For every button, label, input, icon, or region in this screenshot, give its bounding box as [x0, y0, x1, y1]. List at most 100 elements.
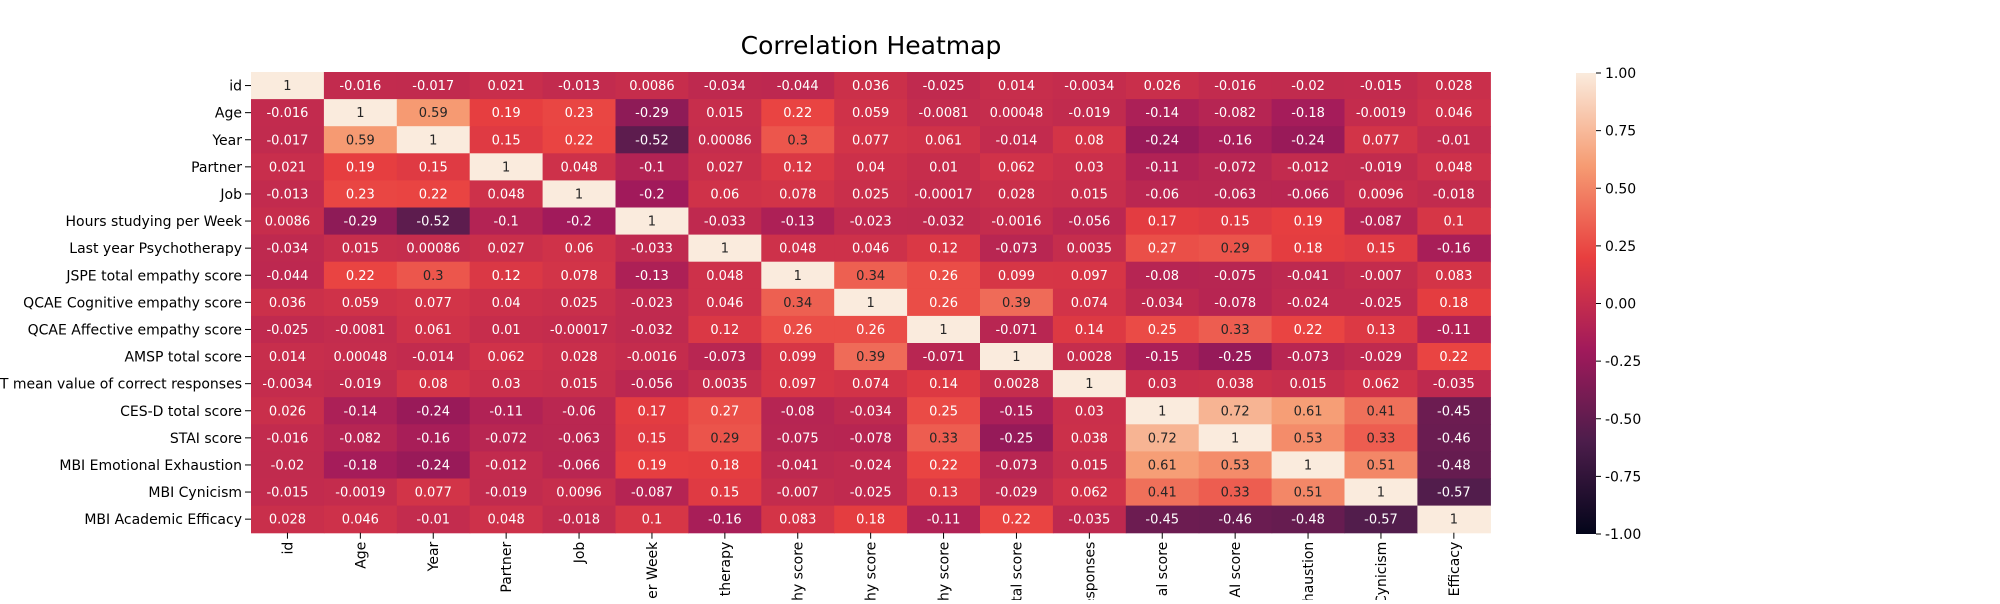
- heatmap-cell: [1125, 505, 1200, 534]
- column-label: id: [280, 542, 296, 555]
- heatmap-cell: [761, 424, 835, 452]
- heatmap-cell: [1344, 153, 1418, 181]
- heatmap-cell: [542, 234, 617, 263]
- cell-value-label: 0.34: [783, 296, 812, 311]
- cell-value-label: 0.046: [706, 296, 743, 311]
- heatmap-cell: [542, 397, 617, 425]
- cell-value-label: 0.18: [1294, 242, 1323, 257]
- cell-value-label: -0.007: [777, 486, 819, 501]
- heatmap-cell: [1125, 234, 1200, 263]
- row-label: MBI Cynicism: [148, 485, 242, 501]
- cell-value-label: 0.59: [346, 133, 375, 148]
- heatmap-cell: [907, 451, 981, 480]
- cell-value-label: 0.078: [560, 269, 597, 284]
- cell-value-label: 0.72: [1148, 431, 1177, 446]
- cell-value-label: -0.012: [485, 458, 527, 473]
- heatmap-cell: [907, 343, 981, 371]
- cell-value-label: 0.15: [492, 133, 521, 148]
- row-label: Hours studying per Week: [66, 214, 243, 230]
- cell-value-label: 0.059: [852, 106, 889, 121]
- heatmap-cell: [1344, 505, 1418, 534]
- heatmap-cell: [615, 343, 689, 371]
- cell-value-label: -0.11: [1437, 323, 1471, 338]
- heatmap-cell: [1417, 288, 1491, 317]
- heatmap-cell: [1344, 180, 1418, 209]
- cell-value-label: 0.22: [1002, 513, 1031, 528]
- heatmap-cell: [1271, 153, 1346, 181]
- colorbar-tick-label: 0.50: [1605, 181, 1636, 197]
- column-label: Age: [353, 542, 369, 569]
- row-label: QCAE Affective empathy score: [28, 322, 242, 338]
- cell-value-label: 0.061: [415, 323, 452, 338]
- cell-value-label: 0.099: [998, 269, 1035, 284]
- heatmap-cell: [980, 397, 1054, 425]
- cell-value-label: -0.02: [1291, 79, 1325, 94]
- colorbar-tick-label: -0.50: [1605, 412, 1641, 428]
- heatmap-cell: [1271, 505, 1346, 534]
- cell-value-label: 0.53: [1294, 431, 1323, 446]
- cell-value-label: 0.077: [415, 296, 452, 311]
- cell-value-label: -0.035: [1068, 513, 1110, 528]
- heatmap-cell: [1125, 451, 1200, 480]
- cell-value-label: -0.52: [635, 133, 669, 148]
- heatmap-cell: [688, 261, 762, 290]
- cell-value-label: -0.015: [266, 486, 308, 501]
- cell-value-label: 0.077: [1362, 133, 1399, 148]
- heatmap-cell: [615, 180, 689, 209]
- cell-value-label: 0.18: [1439, 296, 1468, 311]
- cell-value-label: 0.17: [1148, 215, 1177, 230]
- cell-value-label: -0.015: [1360, 79, 1402, 94]
- cell-value-label: 0.22: [929, 458, 958, 473]
- cell-value-label: 0.22: [783, 106, 812, 121]
- cell-value-label: -0.075: [1214, 269, 1256, 284]
- cell-value-label: -0.57: [1364, 513, 1398, 528]
- cell-value-label: 0.33: [1366, 431, 1395, 446]
- cell-value-label: 0.036: [269, 296, 306, 311]
- heatmap-cell: [1344, 397, 1418, 425]
- colorbar-tick-label: -0.25: [1605, 354, 1641, 370]
- cell-value-label: 0.00048: [990, 106, 1044, 121]
- cell-value-label: -0.16: [708, 513, 742, 528]
- cell-value-label: 0.038: [1071, 431, 1108, 446]
- heatmap-cell: [1417, 451, 1491, 480]
- heatmap-cell: [323, 261, 398, 290]
- heatmap-cell: [1417, 207, 1491, 236]
- heatmap-cell: [323, 315, 398, 344]
- cell-value-label: 0.078: [779, 187, 816, 202]
- cell-value-label: 0.03: [492, 377, 521, 392]
- cell-value-label: 0.22: [565, 133, 594, 148]
- row-label: AMSP total score: [124, 350, 242, 366]
- cell-value-label: -0.033: [704, 215, 746, 230]
- heatmap-cell: [1271, 261, 1346, 290]
- cell-value-label: 0.074: [1071, 296, 1108, 311]
- cell-value-label: 0.038: [1217, 377, 1254, 392]
- heatmap-cell: [396, 397, 471, 425]
- cell-value-label: 0.3: [423, 269, 444, 284]
- heatmap-cell: [980, 315, 1054, 344]
- heatmap-cell: [980, 505, 1054, 534]
- colorbar-tick-label: 0.00: [1605, 297, 1636, 313]
- heatmap-cell: [834, 153, 908, 181]
- colorbar-tick-label: 1.00: [1605, 66, 1636, 82]
- heatmap-cell: [761, 153, 835, 181]
- heatmap-cell: [1344, 234, 1418, 263]
- heatmap-cell: [980, 451, 1054, 480]
- cell-value-label: 0.062: [1071, 486, 1108, 501]
- heatmap-cell: [1052, 153, 1127, 181]
- chart-title: Correlation Heatmap: [741, 31, 1002, 60]
- heatmap-cell: [1271, 72, 1346, 100]
- heatmap-cell: [615, 99, 689, 127]
- heatmap-cell: [980, 288, 1054, 317]
- cell-value-label: 0.13: [929, 486, 958, 501]
- heatmap-cell: [251, 315, 325, 344]
- cell-value-label: -0.18: [344, 458, 378, 473]
- cell-value-label: 0.33: [1221, 486, 1250, 501]
- cell-value-label: -0.46: [1218, 513, 1252, 528]
- heatmap-cell: [251, 370, 325, 398]
- heatmap-cell: [688, 153, 762, 181]
- cell-value-label: -0.15: [1000, 404, 1034, 419]
- column-label: AI score: [1228, 542, 1244, 598]
- cell-value-label: -0.014: [412, 350, 454, 365]
- cell-value-label: 0.048: [560, 160, 597, 175]
- heatmap-cell: [1198, 261, 1273, 290]
